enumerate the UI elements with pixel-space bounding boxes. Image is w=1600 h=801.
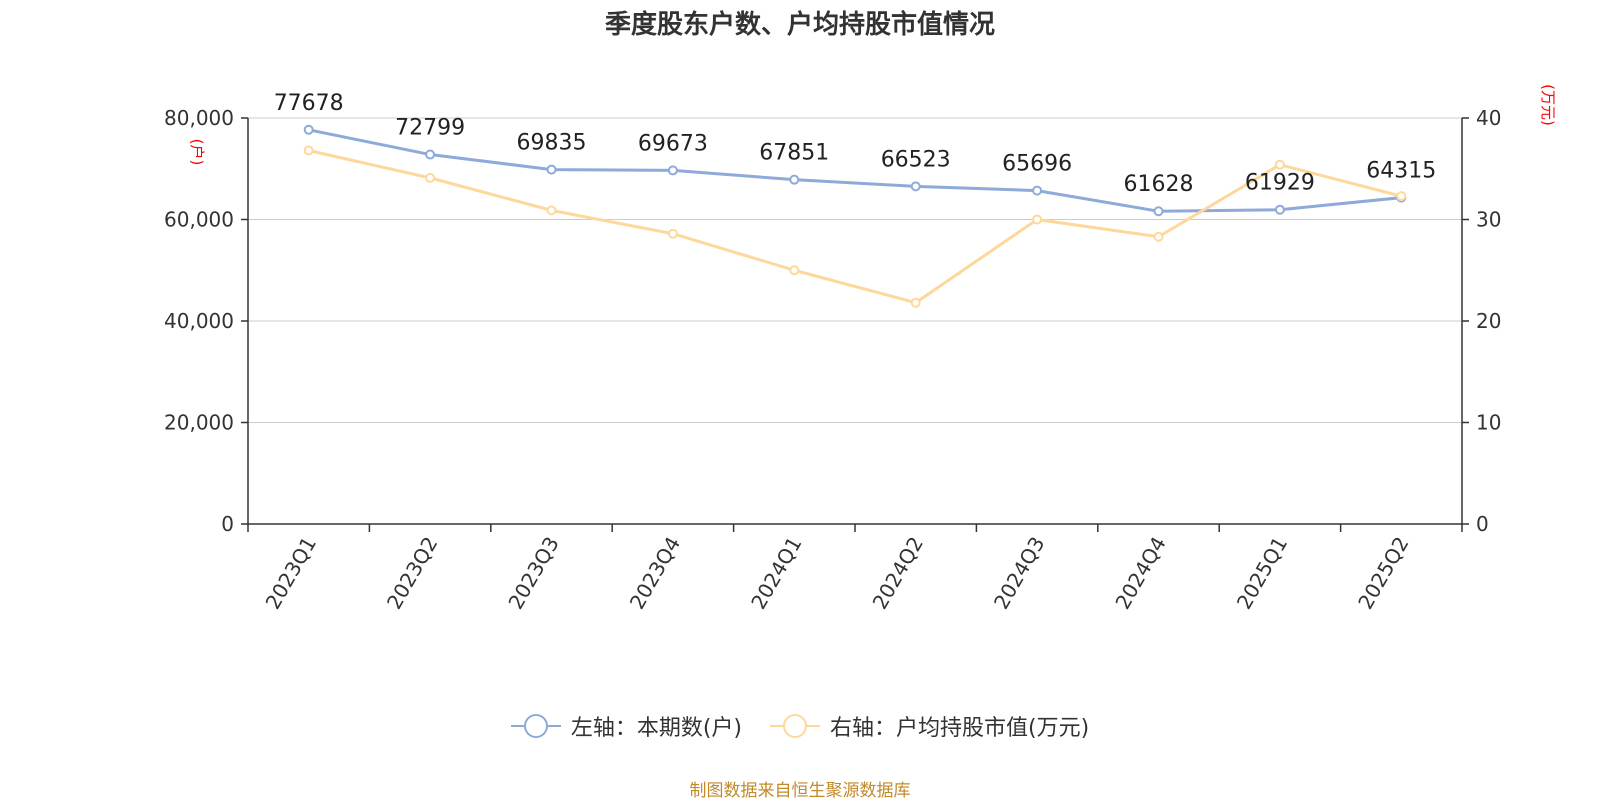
y-right-tick-label: 20	[1476, 309, 1501, 333]
y-right-tick-label: 30	[1476, 208, 1501, 232]
x-tick-label: 2023Q1	[261, 533, 321, 614]
x-tick-label: 2023Q2	[382, 533, 442, 614]
y-left-axis-label: (户)	[188, 139, 206, 166]
series-point-right	[1032, 214, 1043, 225]
legend-swatch-blue-icon	[510, 714, 561, 738]
series-point-left	[667, 165, 678, 176]
series-point-right	[910, 297, 921, 308]
series-point-right	[1396, 191, 1407, 202]
y-left-tick-label: 20,000	[164, 411, 234, 435]
x-tick-label: 2024Q3	[989, 533, 1049, 614]
y-left-tick-label: 80,000	[164, 106, 234, 130]
series-point-left	[1274, 204, 1285, 215]
y-left-tick-label: 60,000	[164, 208, 234, 232]
y-right-tick-label: 0	[1476, 512, 1489, 536]
series-point-left	[1032, 185, 1043, 196]
series-point-left	[425, 149, 436, 160]
data-label: 64315	[1366, 159, 1436, 184]
data-label: 66523	[881, 147, 951, 172]
data-label: 69835	[517, 131, 587, 156]
legend-item-right-series[interactable]: 右轴：户均持股市值(万元)	[770, 710, 1089, 742]
data-label: 61929	[1245, 171, 1315, 196]
y-right-axis-label: (万元)	[1539, 84, 1557, 126]
legend-item-left-series[interactable]: 左轴：本期数(户)	[510, 710, 742, 742]
x-tick-label: 2024Q2	[868, 533, 928, 614]
series-point-right	[546, 205, 557, 216]
data-label: 77678	[274, 91, 344, 116]
series-point-right	[1153, 231, 1164, 242]
data-label: 69673	[638, 131, 708, 156]
y-left-tick-label: 0	[221, 512, 234, 536]
y-right-tick-label: 10	[1476, 411, 1501, 435]
series-point-left	[789, 174, 800, 185]
x-tick-label: 2023Q3	[503, 533, 563, 614]
series-point-right	[667, 228, 678, 239]
data-label: 61628	[1124, 172, 1194, 197]
x-tick-label: 2024Q1	[746, 533, 806, 614]
series-point-left	[546, 164, 557, 175]
series-point-left	[910, 181, 921, 192]
series-point-left	[1153, 206, 1164, 217]
x-tick-label: 2025Q1	[1232, 533, 1292, 614]
data-label: 65696	[1002, 152, 1072, 177]
y-left-tick-label: 40,000	[164, 309, 234, 333]
series-line-right	[308, 149, 1402, 305]
y-right-tick-label: 40	[1476, 106, 1501, 130]
data-label: 72799	[395, 116, 465, 141]
x-tick-label: 2024Q4	[1110, 533, 1170, 614]
series-point-right	[1274, 159, 1285, 170]
x-tick-label: 2023Q4	[625, 533, 685, 614]
legend: 左轴：本期数(户) 右轴：户均持股市值(万元)	[0, 708, 1600, 744]
series-point-right	[303, 145, 314, 156]
data-label: 67851	[759, 141, 829, 166]
series-point-right	[789, 265, 800, 276]
legend-label-left-series: 左轴：本期数(户)	[570, 716, 742, 741]
data-source-note: 制图数据来自恒生聚源数据库	[689, 781, 911, 801]
legend-label-right-series: 右轴：户均持股市值(万元)	[830, 716, 1090, 741]
series-point-right	[425, 172, 436, 183]
chart-title: 季度股东户数、户均持股市值情况	[604, 10, 995, 40]
series-point-left	[303, 124, 314, 135]
series-line-left	[308, 128, 1402, 213]
legend-swatch-yellow-icon	[770, 714, 820, 738]
x-tick-label: 2025Q2	[1353, 533, 1413, 614]
